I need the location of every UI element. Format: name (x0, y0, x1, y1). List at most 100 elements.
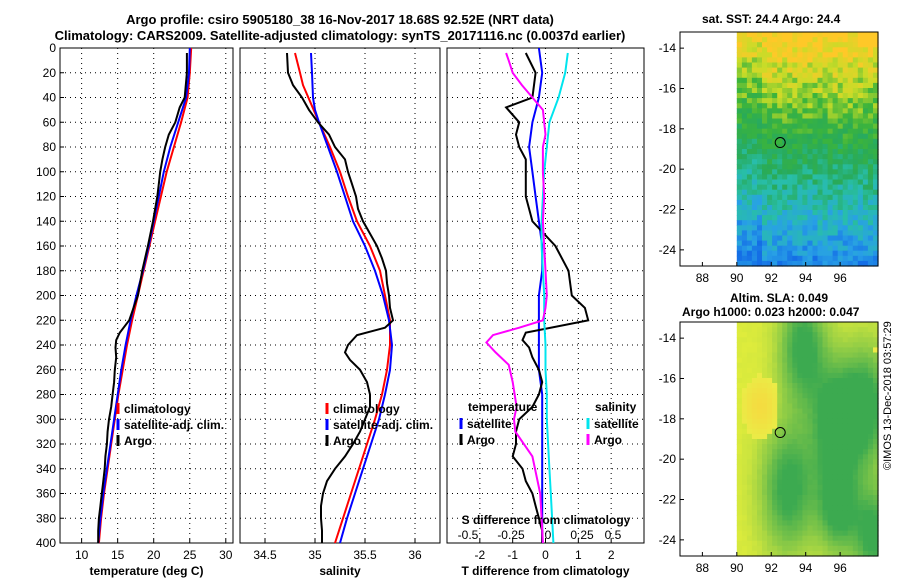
map-cell (746, 42, 753, 48)
map-cell (751, 378, 758, 384)
map-cell (832, 530, 839, 537)
map-cell (792, 479, 798, 486)
map-cell (847, 525, 854, 532)
map-cell (751, 250, 758, 257)
map-cell (792, 403, 798, 410)
map-cell (782, 464, 788, 471)
map-cell (751, 184, 758, 191)
map-cell (832, 93, 839, 99)
map-cell (741, 545, 748, 552)
map-cell (767, 545, 773, 552)
map-cell (862, 367, 869, 374)
map-cell (782, 103, 788, 109)
map-cell (777, 260, 783, 267)
map-cell (832, 489, 839, 496)
map-cell (817, 184, 824, 191)
legend-label: satellite-adj. clim. (333, 418, 433, 432)
map-cell (842, 194, 849, 201)
map-cell (807, 357, 813, 364)
map-cell (852, 525, 859, 532)
map-cell (777, 408, 783, 415)
map-cell (772, 113, 778, 120)
map-cell (792, 62, 798, 69)
map-cell (746, 77, 753, 84)
map-cell (736, 194, 743, 201)
map-cell (807, 72, 813, 79)
map-cell (772, 230, 778, 237)
map-cell (782, 154, 788, 160)
map-cell (822, 495, 829, 501)
map-cell (782, 484, 788, 491)
map-cell (847, 199, 854, 206)
map-cell (746, 474, 753, 481)
map-cell (873, 189, 879, 196)
map-cell (862, 240, 869, 247)
map-cell (751, 245, 758, 252)
map-cell (772, 403, 778, 410)
map-cell (862, 495, 869, 501)
map-cell (822, 505, 829, 511)
map-cell (762, 418, 768, 425)
map-cell (757, 327, 763, 333)
map-cell (782, 245, 788, 252)
series-line-argo (97, 53, 188, 543)
map-cell (857, 545, 864, 552)
map-cell (847, 474, 854, 481)
map-cell (862, 118, 869, 125)
map-cell (867, 383, 874, 389)
map-cell (767, 378, 773, 384)
map-cell (746, 449, 753, 455)
map-cell (792, 495, 798, 501)
map-cell (751, 454, 758, 460)
map-cell (792, 179, 798, 186)
map-cell (736, 235, 743, 242)
map-cell (802, 469, 808, 476)
map-cell (847, 184, 854, 191)
map-cell (782, 123, 788, 130)
map-cell (767, 82, 773, 89)
map-cell (807, 489, 813, 496)
map-cell (772, 67, 778, 74)
map-cell (767, 525, 773, 532)
map-cell (832, 255, 839, 262)
map-cell (852, 383, 859, 389)
map-cell (787, 500, 793, 506)
map-cell (797, 510, 803, 516)
y-tick-label: 320 (36, 437, 56, 451)
map-cell (817, 388, 824, 394)
map-cell (762, 520, 768, 527)
map-cell (751, 347, 758, 354)
map-cell (782, 189, 788, 196)
map-cell (842, 474, 849, 481)
map-cell (762, 378, 768, 384)
map-cell (741, 362, 748, 369)
map-cell (787, 123, 793, 130)
map-cell (857, 205, 864, 211)
map-cell (762, 550, 768, 557)
chart-title-line1: Argo profile: csiro 5905180_38 16-Nov-20… (126, 12, 554, 27)
map-cell (802, 133, 808, 140)
map-cell (792, 474, 798, 481)
map-cell (772, 77, 778, 84)
map-cell (837, 179, 844, 186)
map-cell (757, 540, 763, 547)
map-cell (741, 118, 748, 125)
map-cell (817, 154, 824, 160)
map-cell (832, 52, 839, 58)
map-cell (782, 540, 788, 547)
map-cell (822, 123, 829, 130)
map-cell (867, 444, 874, 450)
map-cell (867, 230, 874, 237)
map-cell (812, 194, 819, 201)
map-cell (767, 62, 773, 69)
map-cell (852, 378, 859, 384)
map-cell (857, 474, 864, 481)
map-cell (777, 220, 783, 226)
map-cell (852, 225, 859, 231)
map-cell (802, 540, 808, 547)
map-cell (767, 423, 773, 430)
map-cell (762, 398, 768, 404)
map-cell (827, 398, 834, 404)
map-cell (787, 230, 793, 237)
map-cell (797, 372, 803, 379)
